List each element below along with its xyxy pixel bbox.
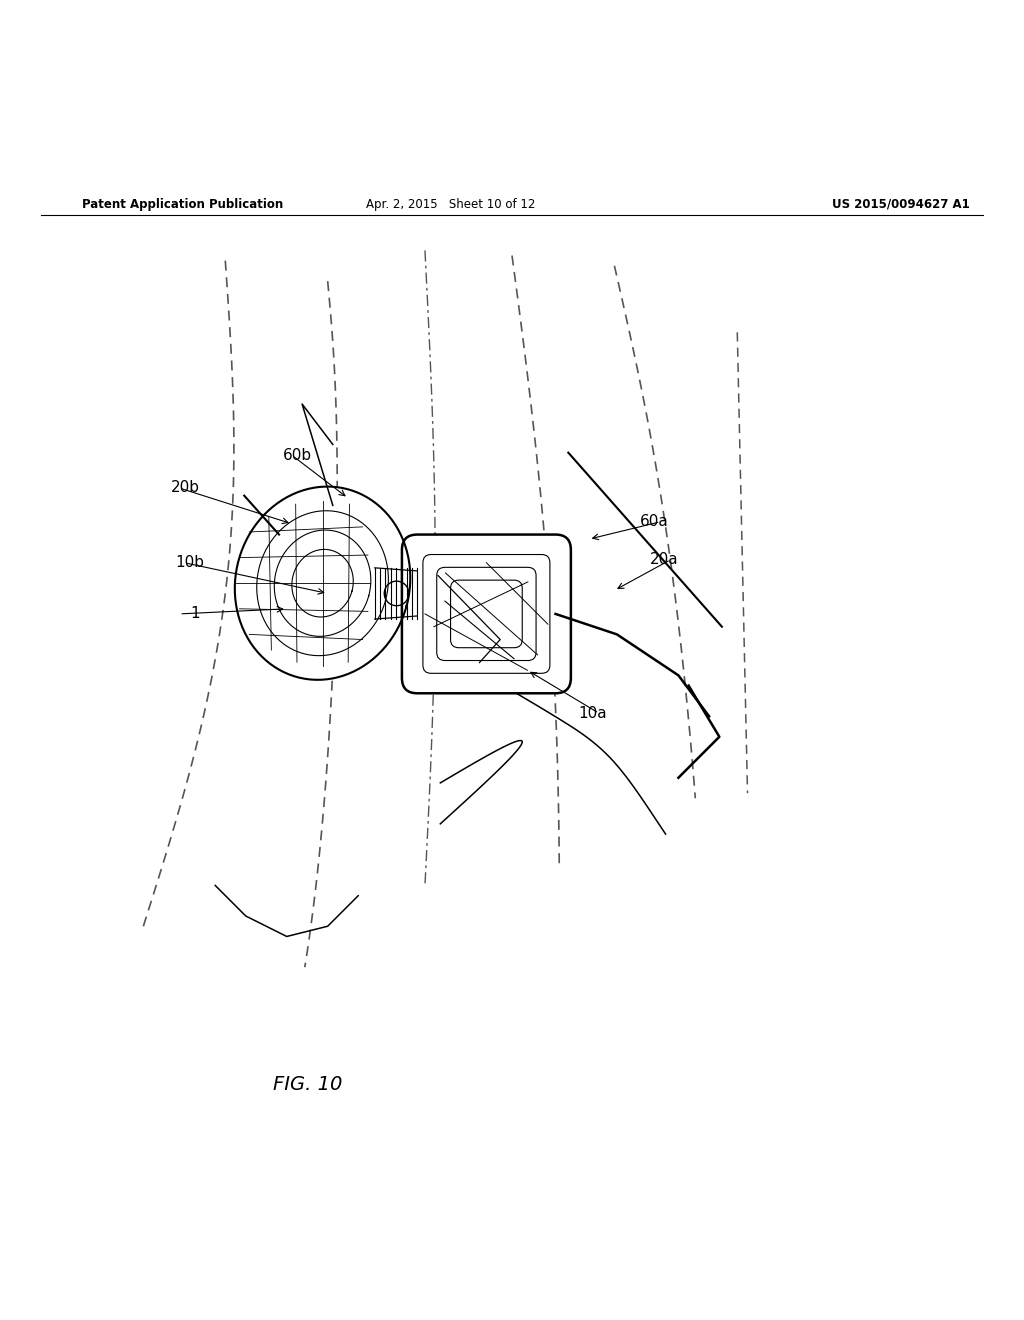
Text: Apr. 2, 2015   Sheet 10 of 12: Apr. 2, 2015 Sheet 10 of 12 bbox=[366, 198, 536, 211]
Text: Patent Application Publication: Patent Application Publication bbox=[82, 198, 284, 211]
Text: 20a: 20a bbox=[650, 552, 679, 568]
Text: 60a: 60a bbox=[640, 515, 669, 529]
Text: 10b: 10b bbox=[176, 556, 205, 570]
Text: US 2015/0094627 A1: US 2015/0094627 A1 bbox=[833, 198, 970, 211]
Text: 60b: 60b bbox=[284, 447, 312, 463]
FancyBboxPatch shape bbox=[401, 535, 571, 693]
Text: 20b: 20b bbox=[171, 480, 200, 495]
Polygon shape bbox=[234, 487, 411, 680]
Text: FIG. 10: FIG. 10 bbox=[272, 1076, 342, 1094]
Text: 1: 1 bbox=[190, 606, 200, 622]
Text: 10a: 10a bbox=[579, 706, 607, 721]
